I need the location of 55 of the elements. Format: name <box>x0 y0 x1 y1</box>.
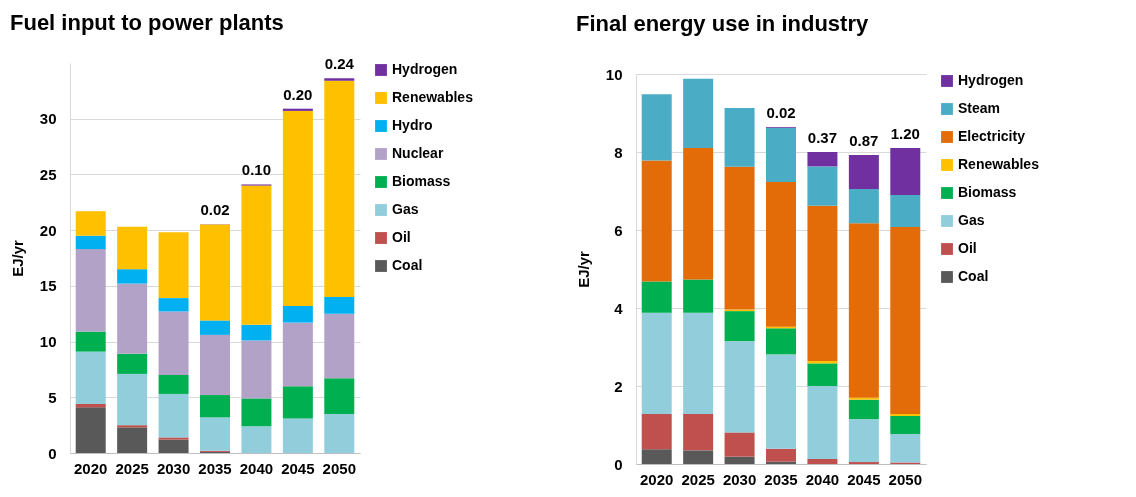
y-tick-label: 15 <box>39 277 57 295</box>
legend-label: Renewables <box>958 156 1040 172</box>
legend-label: Coal <box>958 268 989 284</box>
x-tick-label: 2040 <box>805 470 840 488</box>
legend-label: Gas <box>392 201 419 217</box>
x-tick-label: 2025 <box>115 459 149 477</box>
x-tick-label: 2045 <box>847 470 881 488</box>
y-tick-label: 2 <box>614 377 623 395</box>
y-tick-label: 10 <box>39 333 57 351</box>
y-tick-label: 25 <box>39 165 57 183</box>
data-label: 0.24 <box>324 55 355 73</box>
legend-label: Hydrogen <box>958 72 1024 88</box>
x-tick-label: 2040 <box>239 459 274 477</box>
x-tick-label: 2030 <box>722 470 757 488</box>
y-tick-label: 6 <box>614 221 623 239</box>
legend-label: Hydro <box>392 117 433 133</box>
legend-label: Gas <box>958 212 985 228</box>
y-tick-label: 20 <box>39 221 57 239</box>
legend-label: Biomass <box>958 184 1017 200</box>
y-tick-label: 10 <box>605 65 623 83</box>
data-label: 0.20 <box>283 85 313 103</box>
x-tick-label: 2025 <box>681 470 715 488</box>
legend-label: Hydrogen <box>392 61 458 77</box>
x-tick-label: 2035 <box>764 470 798 488</box>
x-tick-label: 2050 <box>322 459 356 477</box>
data-label: 0.10 <box>241 161 272 179</box>
y-tick-label: 8 <box>614 143 623 161</box>
x-tick-label: 2020 <box>74 459 108 477</box>
y-tick-label: 0 <box>614 455 623 473</box>
y-axis-title: EJ/yr <box>574 250 592 288</box>
y-tick-label: 0 <box>48 444 57 462</box>
chart-title: Final energy use in industry <box>576 10 869 36</box>
x-tick-label: 2050 <box>888 470 922 488</box>
data-label: 0.02 <box>200 201 230 219</box>
x-tick-label: 2020 <box>640 470 674 488</box>
legend-label: Nuclear <box>392 145 444 161</box>
y-tick-label: 30 <box>39 110 57 128</box>
x-tick-label: 2030 <box>156 459 191 477</box>
legend-label: Renewables <box>392 89 474 105</box>
y-axis-title: EJ/yr <box>8 239 26 277</box>
legend-label: Oil <box>958 240 977 256</box>
legend-label: Electricity <box>958 128 1026 144</box>
data-label: 0.87 <box>849 132 879 150</box>
x-tick-label: 2045 <box>281 459 315 477</box>
chart-title: Fuel input to power plants <box>10 10 284 36</box>
legend-label: Biomass <box>392 173 451 189</box>
data-label: 0.02 <box>766 104 796 122</box>
y-tick-label: 4 <box>614 299 624 317</box>
y-tick-label: 5 <box>48 388 57 406</box>
legend-label: Oil <box>392 229 411 245</box>
legend-label: Coal <box>392 257 423 273</box>
legend-label: Steam <box>958 100 1001 116</box>
data-label: 1.20 <box>890 125 920 143</box>
data-label: 0.37 <box>807 129 838 146</box>
x-tick-label: 2035 <box>198 459 232 477</box>
